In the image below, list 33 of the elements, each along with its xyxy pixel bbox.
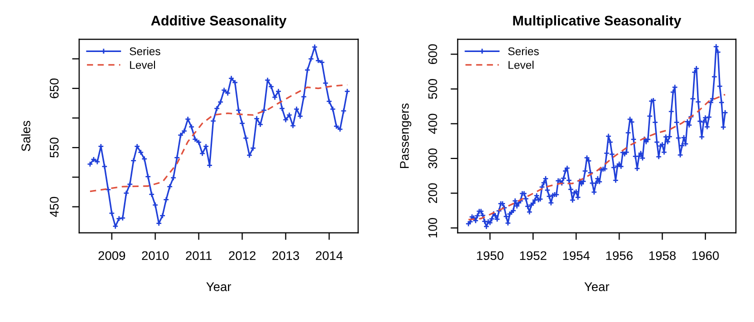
chart-title: Multiplicative Seasonality <box>513 15 682 28</box>
x-tick-label: 2011 <box>186 251 212 260</box>
x-tick-label: 1954 <box>563 251 590 260</box>
x-axis-title: Year <box>206 282 232 292</box>
y-tick-label: 600 <box>428 44 438 64</box>
x-tick-label: 2014 <box>316 251 343 260</box>
legend-label: Level <box>508 60 534 69</box>
y-axis-title: Sales <box>21 120 30 152</box>
line-series <box>468 94 726 220</box>
y-tick-label: 400 <box>428 114 438 134</box>
legend-label: Series <box>508 47 539 56</box>
y-tick-label: 550 <box>50 138 59 158</box>
x-tick-label: 1956 <box>606 251 633 260</box>
y-tick-label: 650 <box>50 78 59 98</box>
x-tick-label: 2009 <box>98 251 126 260</box>
x-tick-label: 2012 <box>228 251 256 260</box>
x-tick-label: 2010 <box>142 251 169 260</box>
y-axis-title: Passengers <box>400 103 412 168</box>
y-tick-label: 100 <box>428 218 438 238</box>
x-axis-title: Year <box>584 282 610 292</box>
x-tick-label: 1952 <box>520 251 546 260</box>
y-tick-label: 200 <box>428 183 438 203</box>
x-tick-label: 2013 <box>272 251 300 260</box>
line-series <box>89 84 348 192</box>
legend-label: Series <box>130 47 160 56</box>
chart-title: Additive Seasonality <box>151 15 287 28</box>
x-tick-label: 1960 <box>692 251 719 260</box>
x-tick-label: 1950 <box>477 251 504 260</box>
y-tick-label: 300 <box>428 148 438 168</box>
y-tick-label: 500 <box>428 79 438 99</box>
legend-label: Level <box>130 60 155 69</box>
y-tick-label: 450 <box>50 196 59 217</box>
x-tick-label: 1958 <box>649 251 676 260</box>
